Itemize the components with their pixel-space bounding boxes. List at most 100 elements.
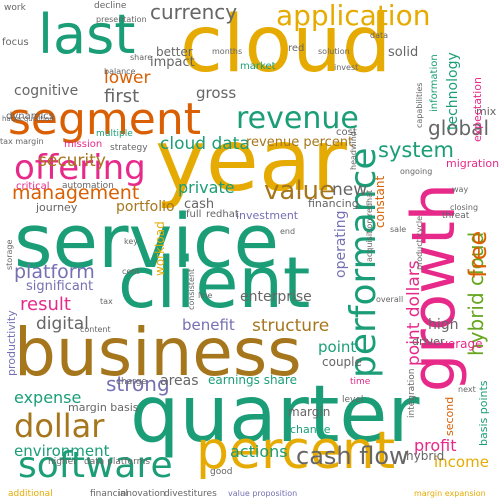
word-constant: constant — [373, 175, 387, 228]
word-security: security — [38, 151, 106, 171]
word-result: result — [20, 294, 71, 315]
word-enterprise: enterprise — [240, 289, 312, 305]
word-threat: threat — [442, 211, 470, 221]
word-percent: percent — [196, 421, 396, 481]
word-financing: financing — [308, 197, 359, 210]
word-actions: actions — [230, 442, 288, 461]
word-overall: overall — [376, 295, 404, 304]
word-focus: focus — [2, 37, 29, 48]
word-private: private — [178, 178, 235, 197]
word-year: year — [155, 111, 347, 211]
word-environment: environment — [14, 442, 110, 460]
word-red: red — [288, 43, 305, 54]
word-key: key — [124, 237, 139, 246]
word-free: free — [464, 230, 492, 278]
word-charge: charge — [116, 377, 147, 387]
word-cash-flow: cash flow — [296, 442, 409, 470]
word-dynamics: dynamics — [6, 111, 54, 122]
word-management: management — [12, 182, 140, 204]
word-couple: couple — [322, 355, 362, 369]
word-additional: additional — [8, 489, 53, 499]
word-ongoing: ongoing — [400, 167, 433, 176]
word-currency: currency — [150, 0, 238, 24]
word-high: high — [428, 317, 459, 333]
word-productivity: productivity — [5, 310, 18, 376]
word-global: global — [428, 116, 489, 140]
word-investment: investment — [236, 209, 299, 222]
word-dollar: dollar — [14, 407, 105, 445]
word-critical: critical — [16, 181, 50, 192]
word-presentation: presentation — [96, 15, 147, 24]
word-strong: strong — [106, 372, 170, 396]
word-revenue: revenue — [236, 101, 359, 136]
word-cloud: cloud — [180, 0, 392, 90]
word-sale: sale — [390, 225, 407, 234]
word-income: income — [434, 453, 489, 471]
word-technology: technology — [445, 52, 461, 130]
word-value-proposition: value proposition — [228, 489, 298, 498]
word-solution: solution — [318, 47, 350, 56]
word-second: second — [443, 396, 456, 436]
word-earnings-share: earnings share — [208, 373, 297, 387]
word-cash: cash — [184, 197, 215, 212]
word-platform: platform — [14, 261, 95, 283]
word-benefit: benefit — [182, 316, 235, 334]
word-cent: cent — [122, 267, 140, 276]
word-margin: margin — [288, 405, 331, 419]
word-tax: tax — [100, 297, 113, 306]
word-good: good — [210, 467, 233, 477]
word-basis-points: basis points — [477, 380, 490, 446]
word-new: new — [332, 180, 368, 200]
word-cognitive: cognitive — [14, 83, 79, 99]
word-market: market — [240, 61, 276, 72]
word-software: software — [18, 445, 173, 486]
word-acquisition-redhat: acquisition redhat — [365, 189, 374, 262]
word-information: information — [429, 54, 440, 112]
word-cloud-data: cloud data — [160, 134, 250, 154]
word-line: line — [198, 291, 213, 300]
word-client: client — [118, 242, 311, 324]
word-hat-acquisition: hat acquisition — [2, 115, 54, 123]
word-leverage: leverage — [430, 337, 483, 351]
word-storage: storage — [5, 239, 14, 270]
word-portfolio: portfolio — [116, 199, 175, 215]
word-innovation: innovation — [118, 489, 166, 499]
word-change: change — [290, 423, 331, 436]
word-content: content — [80, 325, 111, 334]
word-last: last — [38, 3, 136, 66]
word-data-platforms: data platforms — [84, 457, 151, 467]
word-share: share — [130, 53, 153, 62]
word-mission: mission — [64, 139, 103, 150]
word-multiple: multiple — [96, 129, 133, 139]
word-better: better — [156, 45, 193, 59]
word-tax-margin: tax margin — [0, 137, 44, 146]
word-areas: areas — [160, 373, 199, 389]
word-point-dollars: point dollars — [404, 260, 424, 366]
word-lower: lower — [104, 68, 151, 88]
word-structure: structure — [252, 316, 330, 336]
word-way: way — [452, 185, 469, 194]
word-financial: financial — [90, 489, 129, 499]
word-cost: cost — [336, 127, 357, 138]
word-redhat: redhat — [206, 209, 239, 220]
word-driver: driver — [412, 335, 445, 348]
word-level: level — [342, 395, 364, 405]
word-invest: invest — [334, 63, 359, 72]
word-service: service — [14, 199, 280, 285]
word-capabilities: capabilities — [415, 82, 424, 128]
word-quarter: quarter — [130, 370, 420, 460]
word-strategy: strategy — [110, 143, 148, 153]
word-impact: impact — [150, 55, 195, 70]
word-system: system — [378, 138, 454, 162]
word-product-cycle: product cycle — [415, 216, 424, 270]
word-workload: workload — [153, 221, 167, 276]
word-business: business — [14, 314, 302, 391]
word-profit: profit — [414, 436, 457, 455]
word-divestitures: divestitures — [164, 489, 217, 499]
word-segment: segment — [8, 94, 201, 145]
word-hybrid: hybrid — [406, 449, 445, 463]
word-migration: migration — [446, 157, 500, 170]
word-end: end — [280, 227, 296, 236]
word-expectation: expectation — [471, 76, 484, 142]
word-mix: mix — [476, 105, 497, 118]
